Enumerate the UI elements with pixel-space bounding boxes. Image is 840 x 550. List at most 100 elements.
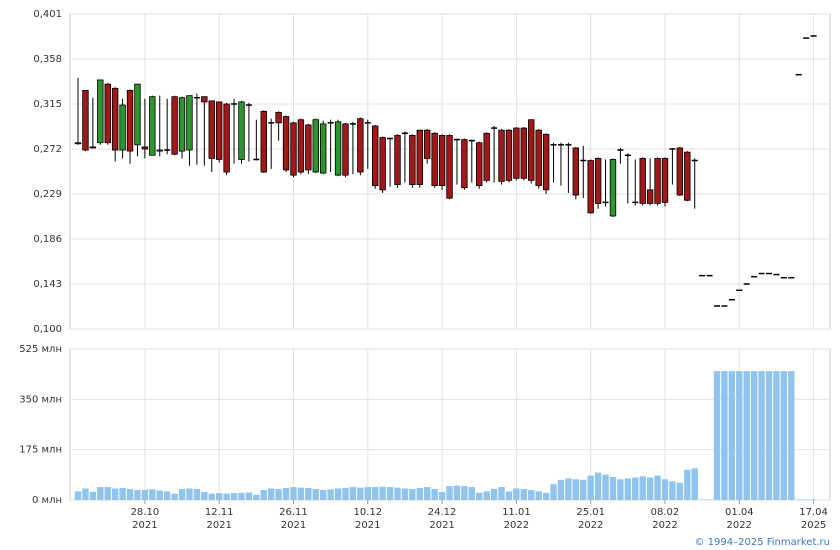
candle-body [372,125,379,187]
volume-bar [513,488,520,500]
candle-body [639,158,646,204]
candle-body [223,103,230,173]
x-tick-label: 24.12 [428,507,457,518]
x-tick-label: 2022 [578,520,603,531]
candle-body [535,129,542,187]
volume-bar [758,371,765,500]
volume-bar [320,489,327,500]
volume-bar [327,489,334,500]
candle-body [141,146,149,150]
volume-bar [386,487,394,500]
candle-body [97,79,104,144]
volume-bar [565,478,572,500]
candle-body [74,142,82,145]
candle-body [334,121,342,176]
y-tick-label: 0 млн [32,495,62,506]
volume-bar [780,371,788,500]
volume-bar [334,488,342,500]
volume-bar [624,478,632,500]
volume-bar [89,491,97,500]
candle-body [528,119,535,181]
x-tick-label: 26.11 [279,507,308,518]
candle-body [409,134,416,185]
candle-body [342,123,349,176]
volume-bar [773,371,780,500]
volume-bar [149,489,156,500]
volume-bar [372,487,379,500]
x-tick-label: 2021 [132,520,157,531]
x-tick-label: 28.10 [131,507,160,518]
y-tick-label: 0,315 [33,99,62,110]
x-tick-label: 25.01 [576,507,605,518]
volume-bar [104,487,111,500]
y-tick-label: 0,401 [33,9,62,20]
volume-bar [431,489,438,500]
volume-bar [542,492,550,500]
candle-body [186,95,193,151]
candle-body [238,101,245,160]
candle-body [394,134,401,185]
volume-bar [476,492,483,500]
volume-bar [171,493,178,500]
volume-bar [490,489,498,500]
volume-bar [82,488,89,500]
candle-body [156,149,163,152]
volume-bar [580,479,587,500]
x-tick-label: 08.02 [651,507,680,518]
x-tick-label: 2025 [801,520,826,531]
volume-bar [788,371,795,500]
volume-bar [379,486,386,500]
volume-bar [632,477,639,500]
candle-body [119,104,126,151]
candle-body [572,147,580,196]
candle-body [134,83,141,146]
volume-bar [721,371,728,500]
candle-body [594,158,602,204]
volume-bar [97,487,104,500]
candle-body [208,100,215,159]
candle-body [320,123,327,174]
volume-bar [245,492,253,500]
volume-bar [795,499,802,500]
y-tick-label: 350 млн [19,394,62,405]
candle-body [661,158,669,203]
x-tick-label: 2022 [652,520,677,531]
volume-bar [253,494,260,500]
candle-body [498,129,505,182]
volume-bar [528,489,535,500]
volume-bar [698,499,706,500]
volume-bar [572,479,580,500]
volume-bar [267,488,275,500]
candle-body [82,89,89,151]
volume-bar [446,486,453,500]
volume-bar [163,491,171,500]
candle-body [431,132,438,187]
y-tick-label: 525 млн [19,344,62,355]
volume-bar [750,371,758,500]
y-tick-label: 0,186 [33,234,62,245]
volume-bar [743,371,750,500]
candle-body [104,83,111,144]
candle-body [260,110,267,173]
volume-bar [617,479,624,500]
candle-body [476,142,483,187]
y-tick-label: 0,272 [33,144,62,155]
volume-bar [736,371,743,500]
volume-bar [119,487,126,500]
volume-bar [409,489,416,500]
candle-body [542,133,550,191]
volume-bar [765,371,773,500]
y-tick-label: 175 млн [19,445,62,456]
x-tick-label: 10.12 [353,507,382,518]
volume-bar [305,487,312,500]
volume-bar [505,491,513,500]
x-tick-label: 2022 [727,520,752,531]
volume-bar [134,489,141,500]
candle-body [290,122,297,176]
volume-bars [74,371,817,500]
x-tick-label: 17.04 [799,507,828,518]
candle-body [275,111,282,124]
volume-bar [223,493,230,500]
x-tick-label: 11.01 [502,507,531,518]
